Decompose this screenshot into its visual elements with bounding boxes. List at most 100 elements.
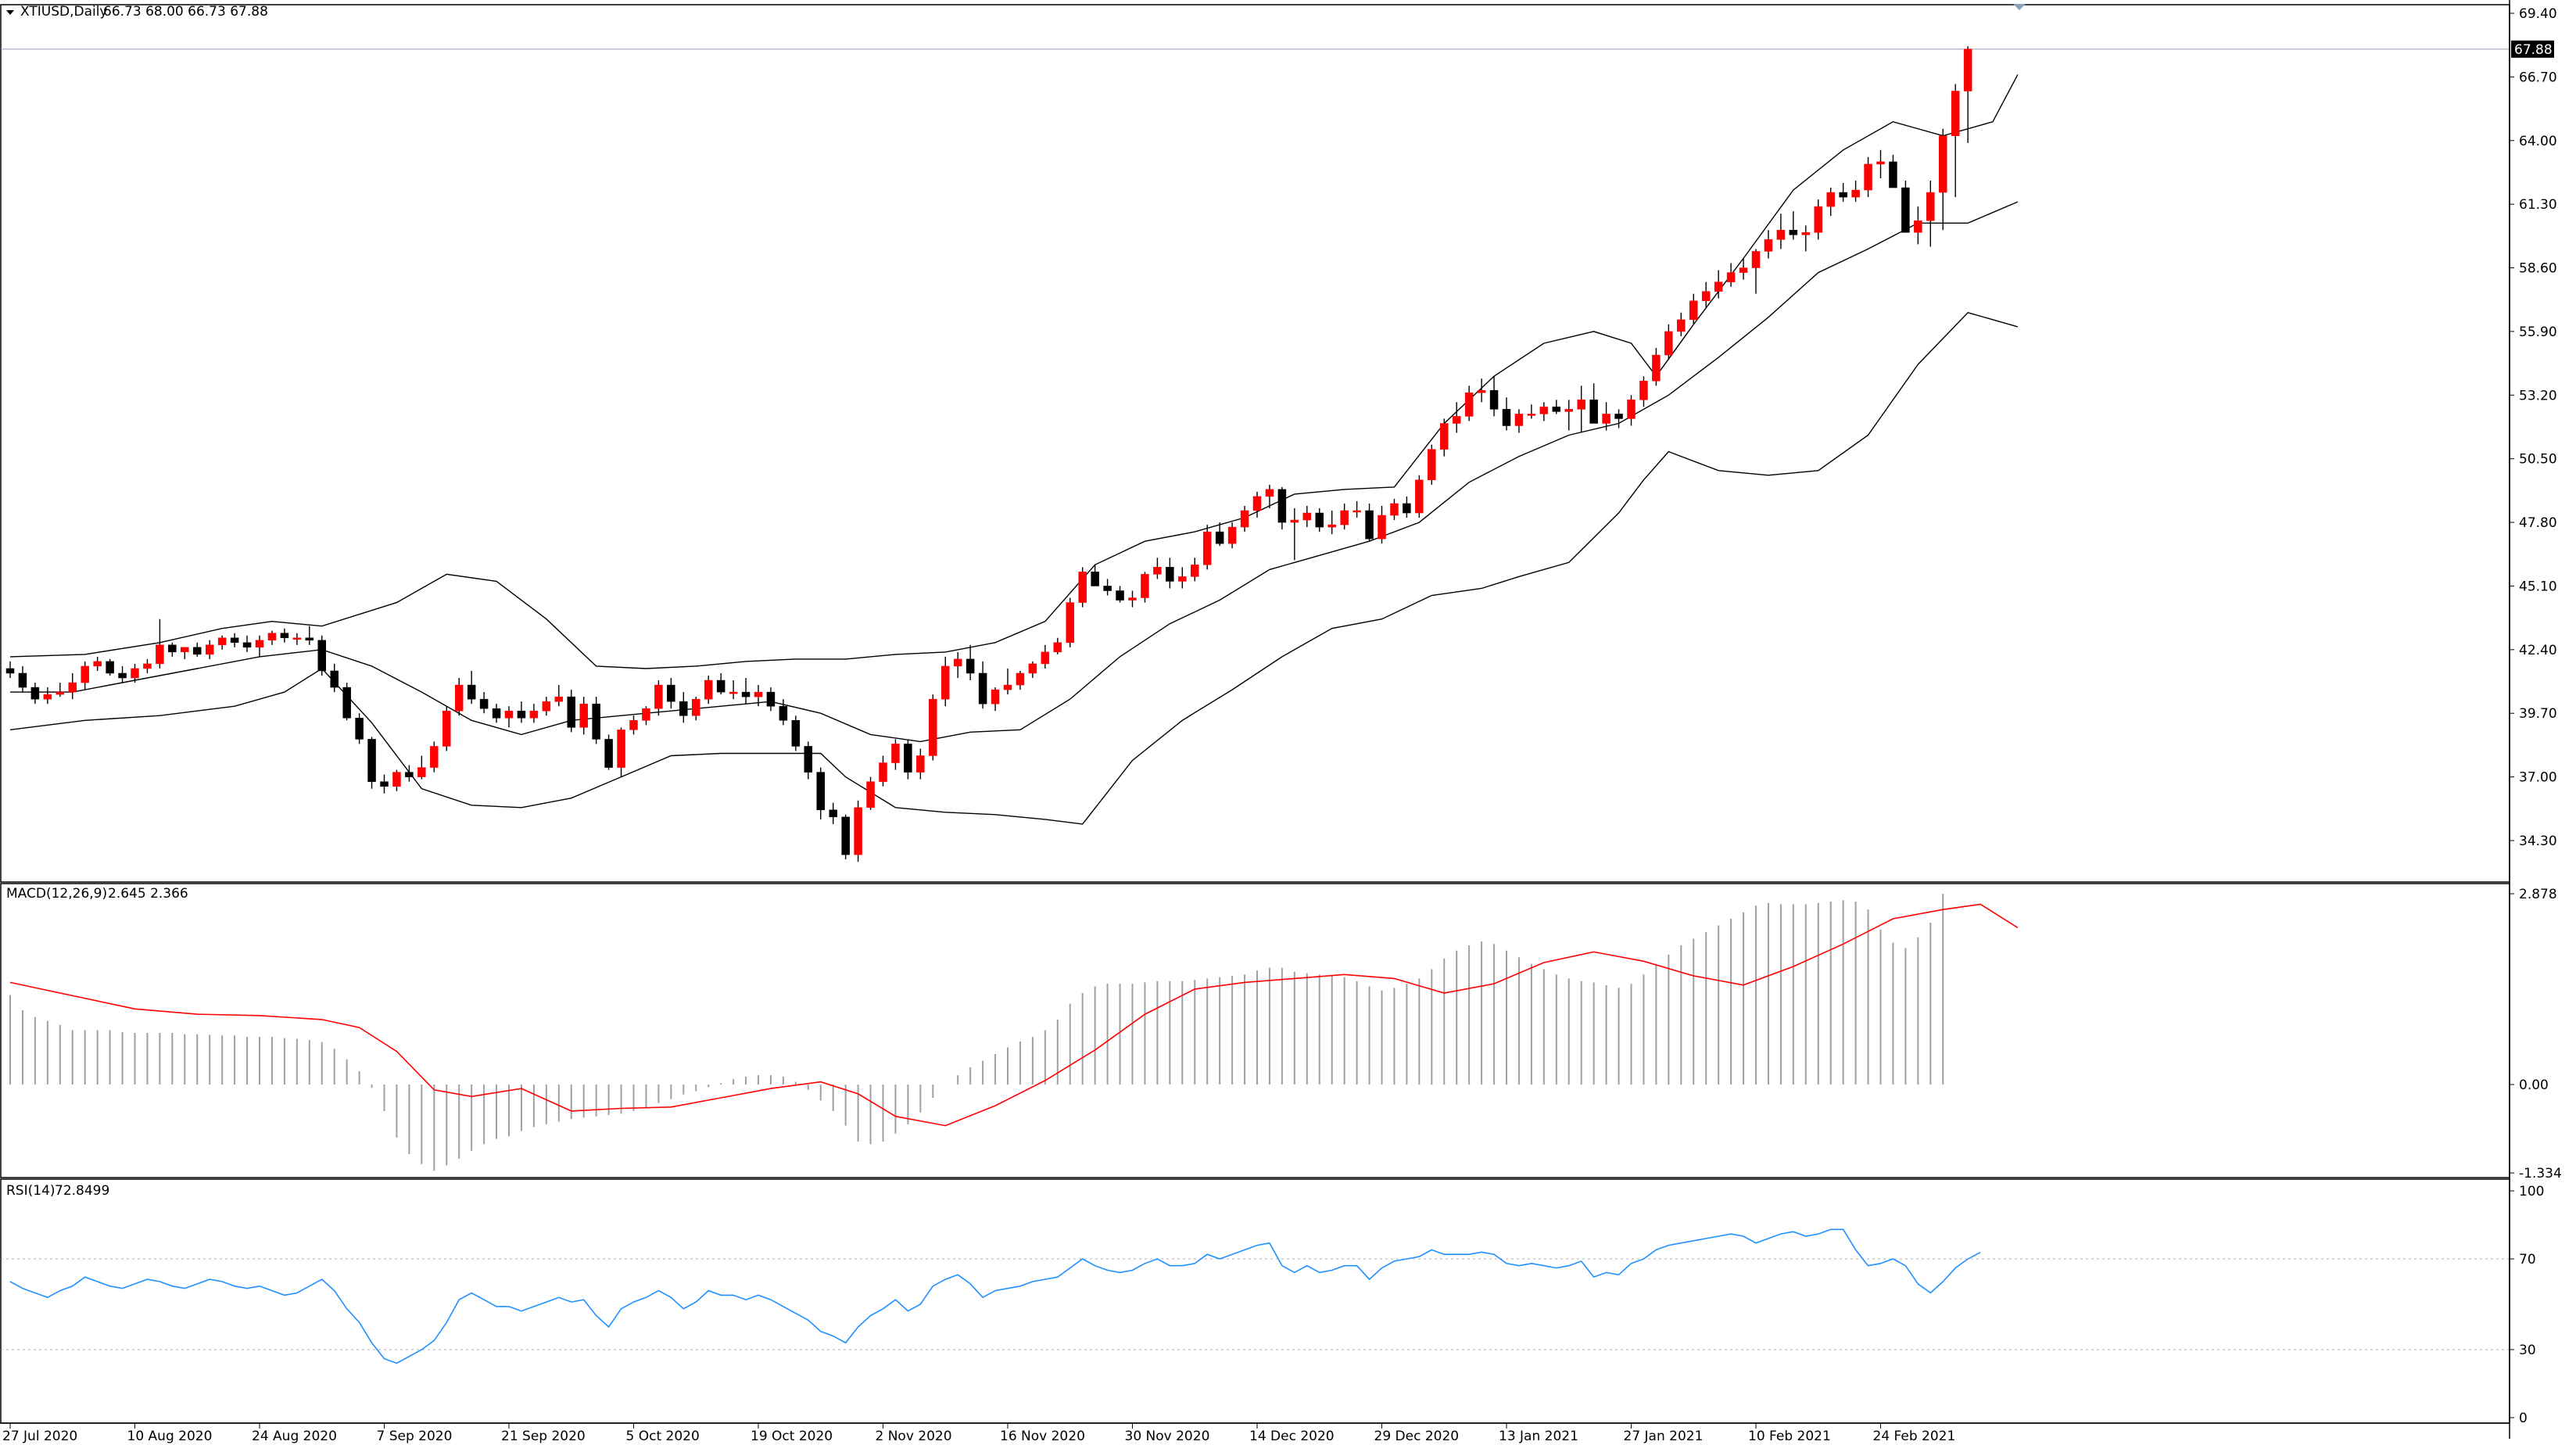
candle [1390,498,1399,521]
candle [629,715,638,735]
candle-body [230,637,239,644]
candle-body [866,781,875,809]
candle-body [193,647,202,655]
candle [841,814,850,860]
candle-body [355,718,364,740]
candle-body [1926,192,1935,221]
candle-body [567,696,575,728]
candle-body [330,670,339,688]
candle-body [1851,189,1860,198]
candle-body [741,691,751,697]
candle [1739,258,1748,280]
macd-tick-label: 2.878 [2519,887,2557,902]
candle [317,635,326,676]
candle-body [43,694,52,700]
rsi-tick-label: 70 [2519,1252,2536,1268]
candle [1053,637,1062,654]
candle [1415,475,1424,518]
candle-body [1290,519,1299,523]
candle [1277,486,1287,530]
rsi-tick-label: 0 [2519,1411,2528,1426]
candle [1116,586,1124,603]
candle-body [205,644,214,655]
candle [1227,522,1237,549]
candle [579,697,588,735]
candle-body [367,739,376,782]
candle [217,635,227,650]
candle [704,676,713,705]
candle [492,704,501,723]
candle-body [1889,161,1897,188]
candle-body [1639,380,1648,400]
candle-body [841,816,850,855]
bollinger-bands [9,74,2019,825]
candle-body [454,684,464,712]
price-tick-label: 53.20 [2519,388,2557,403]
rsi-values: 72.8499 [55,1183,109,1199]
candle [929,694,937,761]
lower-band-line [9,312,2019,825]
candle-body [131,668,139,679]
candle-body [292,637,302,640]
candle [592,697,600,744]
candle [1814,199,1822,240]
candle [567,690,575,733]
candle [766,687,776,712]
candle [1252,491,1262,518]
date-tick-label: 24 Feb 2021 [1873,1429,1956,1444]
rsi-tick-label: 30 [2519,1343,2536,1358]
candle [1403,496,1411,518]
candle [1689,293,1698,324]
candle-body [1352,510,1361,513]
price-tick-label: 50.50 [2519,452,2557,468]
candle-body [679,701,688,716]
candle [292,633,302,645]
candle-body [592,703,600,740]
candle [255,635,264,657]
candle-body [1477,390,1486,393]
price-tick-label: 37.00 [2519,770,2557,786]
candle-body [1016,672,1025,686]
candle [1103,579,1112,596]
candle-body [554,696,564,702]
candle-body [1951,91,1960,136]
candle-body [417,767,426,777]
candle [43,687,52,705]
candle [1178,567,1187,589]
candle [1776,213,1786,249]
candle [81,661,89,690]
price-tick-label: 39.70 [2519,706,2557,722]
candle-body [1564,409,1573,412]
candle-body [692,698,700,716]
dropdown-arrow-icon[interactable] [6,10,14,15]
candle-body [816,772,825,811]
chart-shift-marker-icon[interactable] [2013,4,2026,10]
price-tick-label: 61.30 [2519,197,2557,213]
candle-body [716,679,726,693]
current-price-box [2511,40,2554,58]
candle [267,630,277,645]
date-tick-label: 7 Sep 2020 [377,1429,453,1444]
candle [829,802,837,824]
candle [729,680,738,700]
candle-body [617,730,625,768]
candle-body [966,658,975,674]
candle [143,658,152,673]
candle [816,767,825,819]
candle [1091,565,1099,586]
candle-body [93,661,102,667]
candle [991,687,1000,712]
candle-body [1539,407,1549,414]
candle-body [904,744,912,773]
candle [978,661,987,709]
current-price-tag: 67.88 [2511,40,2554,58]
candle [1564,400,1573,431]
candle [642,706,650,726]
candle [1028,661,1037,679]
candle [1826,188,1835,217]
candle [1128,590,1137,608]
candle-body [629,720,638,730]
candle [866,776,875,810]
candle [1926,181,1935,247]
